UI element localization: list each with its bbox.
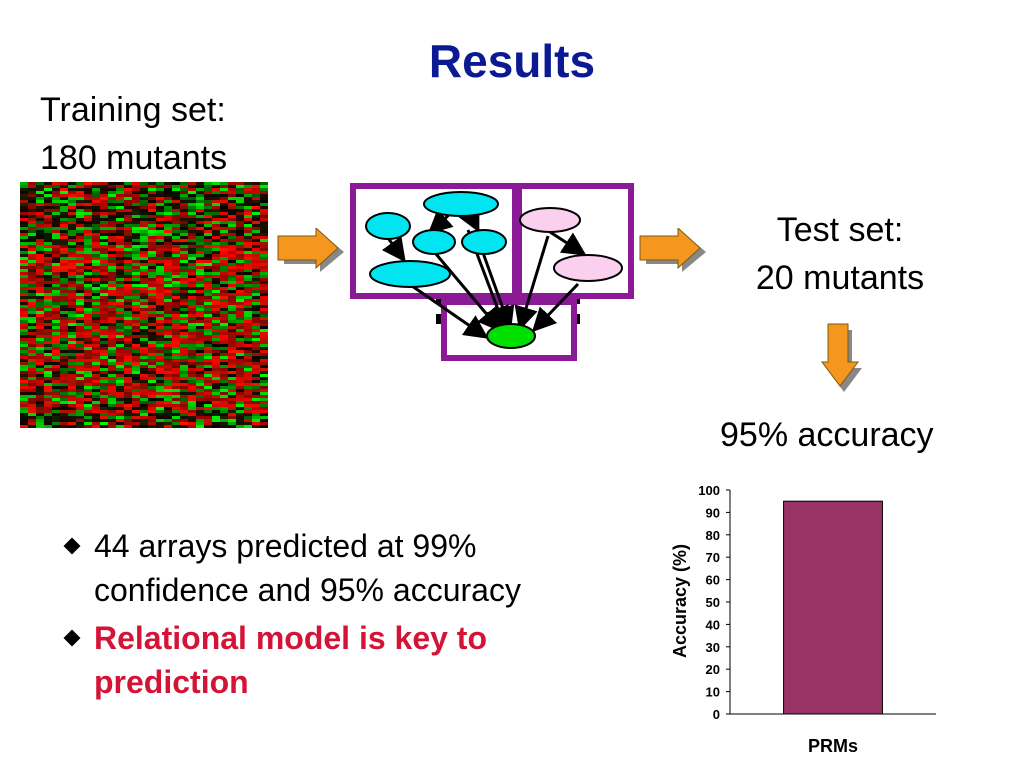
node-c xyxy=(412,229,456,255)
test-set-line2: 20 mutants xyxy=(755,259,925,297)
y-tick-label: 100 xyxy=(698,483,720,498)
bullet-text: Relational model is key to prediction xyxy=(94,620,487,700)
node-b xyxy=(423,191,499,217)
y-tick-label: 90 xyxy=(706,505,720,520)
chart-y-label: Accuracy (%) xyxy=(670,544,690,658)
node-target xyxy=(486,323,536,349)
accuracy-label: 95% accuracy xyxy=(720,416,934,454)
test-set-label: Test set: 20 mutants xyxy=(740,206,940,302)
model-diagram xyxy=(350,183,634,361)
bullet-list: 44 arrays predicted at 99% confidence an… xyxy=(60,524,640,708)
training-set-line1: Training set: xyxy=(40,91,226,129)
y-tick-label: 60 xyxy=(706,573,720,588)
training-set-line2: 180 mutants xyxy=(40,139,228,177)
x-category-label: PRMs xyxy=(808,736,858,756)
bullet-text: 44 arrays predicted at 99% confidence an… xyxy=(94,528,521,608)
y-tick-label: 40 xyxy=(706,617,720,632)
bullet-item: 44 arrays predicted at 99% confidence an… xyxy=(60,524,640,612)
model-frame-right xyxy=(516,183,634,299)
bullet-diamond-icon xyxy=(63,537,81,555)
y-tick-label: 80 xyxy=(706,528,720,543)
right-arrow-icon xyxy=(277,228,344,272)
model-frame-left xyxy=(350,183,518,299)
node-f xyxy=(519,207,581,233)
bullet-item: Relational model is key to prediction xyxy=(60,616,640,704)
accuracy-bar-chart: 0 10 20 30 40 50 60 70 80 90 100 PRMs Accuracy (%) xyxy=(670,483,936,756)
node-e xyxy=(369,260,451,288)
y-tick-label: 50 xyxy=(706,595,720,610)
y-tick-label: 70 xyxy=(706,550,720,565)
slide-title: Results xyxy=(428,35,596,87)
node-a xyxy=(365,212,411,240)
down-arrow-icon xyxy=(821,323,862,392)
test-set-line1: Test set: xyxy=(776,211,904,249)
node-d xyxy=(461,229,507,255)
y-tick-label: 20 xyxy=(706,662,720,677)
node-g xyxy=(553,254,623,282)
bullet-diamond-icon xyxy=(63,629,81,647)
y-tick-label: 30 xyxy=(706,640,720,655)
right-arrow-icon xyxy=(639,228,706,272)
bar-prms xyxy=(783,500,883,715)
model-frame-bottom xyxy=(441,299,577,361)
heatmap-image xyxy=(20,182,268,428)
training-set-label: Training set: 180 mutants xyxy=(40,86,227,182)
y-tick-label: 10 xyxy=(706,685,720,700)
y-tick-label: 0 xyxy=(713,707,720,722)
